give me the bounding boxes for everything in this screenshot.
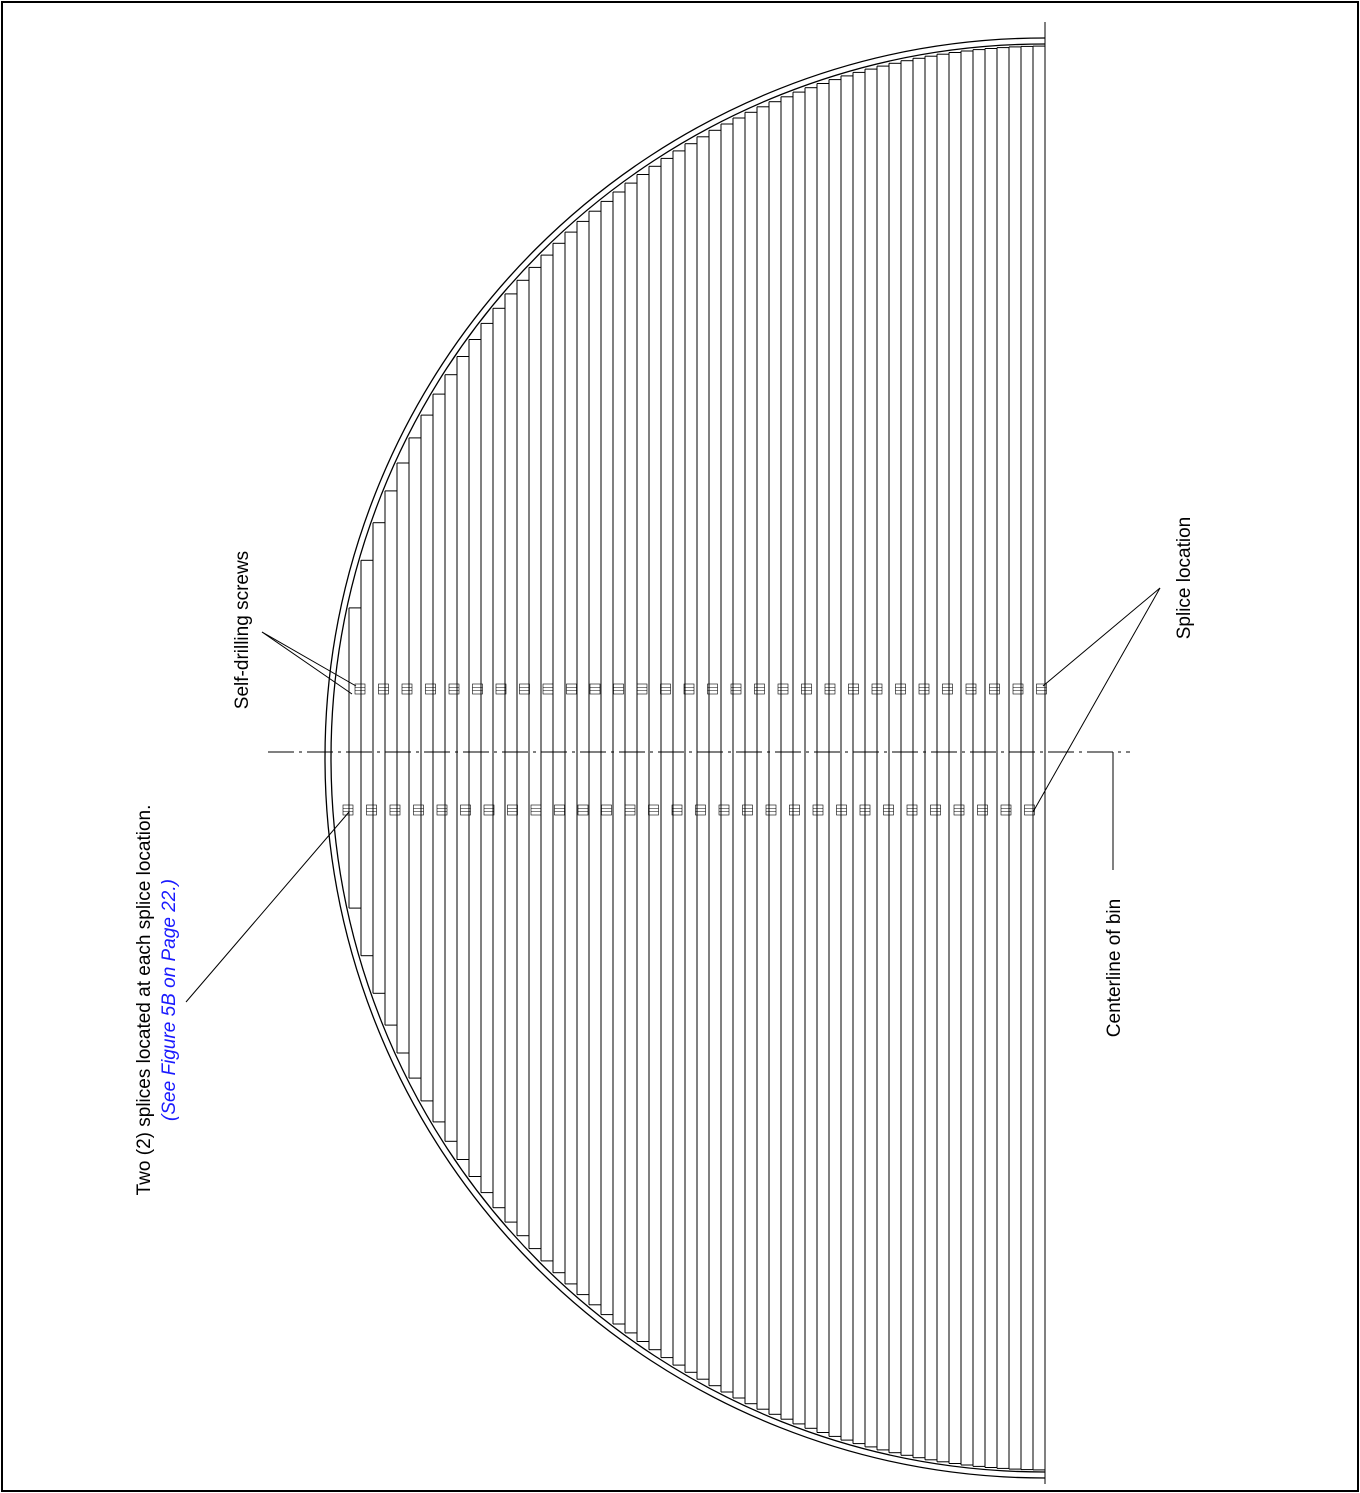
splice-plate	[495, 683, 507, 695]
splice-plate	[1000, 804, 1012, 816]
splice-plate	[342, 804, 354, 816]
splice-plate	[789, 804, 800, 816]
splice-plate	[695, 804, 706, 816]
splice-plate	[765, 804, 777, 816]
splice-plate	[613, 683, 624, 695]
splice-plate	[883, 804, 894, 816]
splice-plate	[436, 804, 448, 816]
two-splices-leader	[185, 811, 350, 1003]
splice-plate	[448, 683, 460, 695]
splice-plate	[589, 683, 601, 695]
splice-plate	[718, 804, 730, 816]
splice-plate	[942, 683, 953, 695]
splice-plate	[671, 804, 683, 816]
splice-plate	[848, 683, 859, 695]
splice-plate	[378, 683, 389, 695]
splice-plate	[601, 804, 612, 816]
screws-leader-1	[261, 631, 357, 687]
splice-plate	[554, 804, 565, 816]
bin-outline-inner-arc	[330, 43, 1046, 1473]
splice-plate	[530, 804, 542, 816]
splice-plates	[342, 683, 1047, 816]
splice-plate	[683, 683, 695, 695]
splice-plate	[472, 683, 483, 695]
splice-plate	[871, 683, 883, 695]
splice-plate	[930, 804, 941, 816]
splice-plate	[389, 804, 401, 816]
splice-location-label: Splice location	[1174, 517, 1195, 640]
bin-outline-outer-arc	[324, 37, 1046, 1479]
splice-plate	[836, 804, 847, 816]
splice-plate	[507, 804, 518, 816]
splice-plate	[577, 804, 589, 816]
splice-plate	[918, 683, 930, 695]
splice-plate	[965, 683, 977, 695]
splice-plate	[824, 683, 836, 695]
splice-plate	[460, 804, 471, 816]
splice-plate	[742, 804, 753, 816]
splice-leader-1	[1042, 587, 1161, 687]
splice-plate	[906, 804, 918, 816]
splice-plate	[754, 683, 765, 695]
splice-plate	[425, 683, 436, 695]
splice-plate	[542, 683, 554, 695]
splice-plate	[953, 804, 965, 816]
splice-plate	[660, 683, 671, 695]
splice-plate	[648, 804, 659, 816]
screws-leader-2	[261, 631, 353, 695]
splice-plate	[730, 683, 742, 695]
splice-plate	[519, 683, 530, 695]
splice-plate	[989, 683, 1000, 695]
splice-plate	[801, 683, 812, 695]
splice-plate	[401, 683, 413, 695]
splice-plate	[483, 804, 495, 816]
splice-plate	[777, 683, 789, 695]
self-drilling-screws-label: Self-drilling screws	[232, 551, 253, 709]
splice-plate	[1012, 683, 1024, 695]
splice-plate	[707, 683, 718, 695]
splice-plate	[566, 683, 577, 695]
splice-plate	[895, 683, 906, 695]
figure-reference-link[interactable]: (See Figure 5B on Page 22.)	[159, 879, 180, 1121]
splice-plate	[859, 804, 871, 816]
splice-plate	[624, 804, 636, 816]
splice-plate	[413, 804, 424, 816]
splice-plate	[636, 683, 648, 695]
centerline-label: Centerline of bin	[1104, 899, 1125, 1037]
splice-plate	[366, 804, 377, 816]
two-splices-label: Two (2) splices located at each splice l…	[134, 805, 155, 1196]
splice-leader-2	[1032, 587, 1161, 813]
roof-sheet-panels	[348, 45, 1045, 1471]
splice-plate	[354, 683, 366, 695]
splice-plate	[812, 804, 824, 816]
splice-plate	[977, 804, 988, 816]
